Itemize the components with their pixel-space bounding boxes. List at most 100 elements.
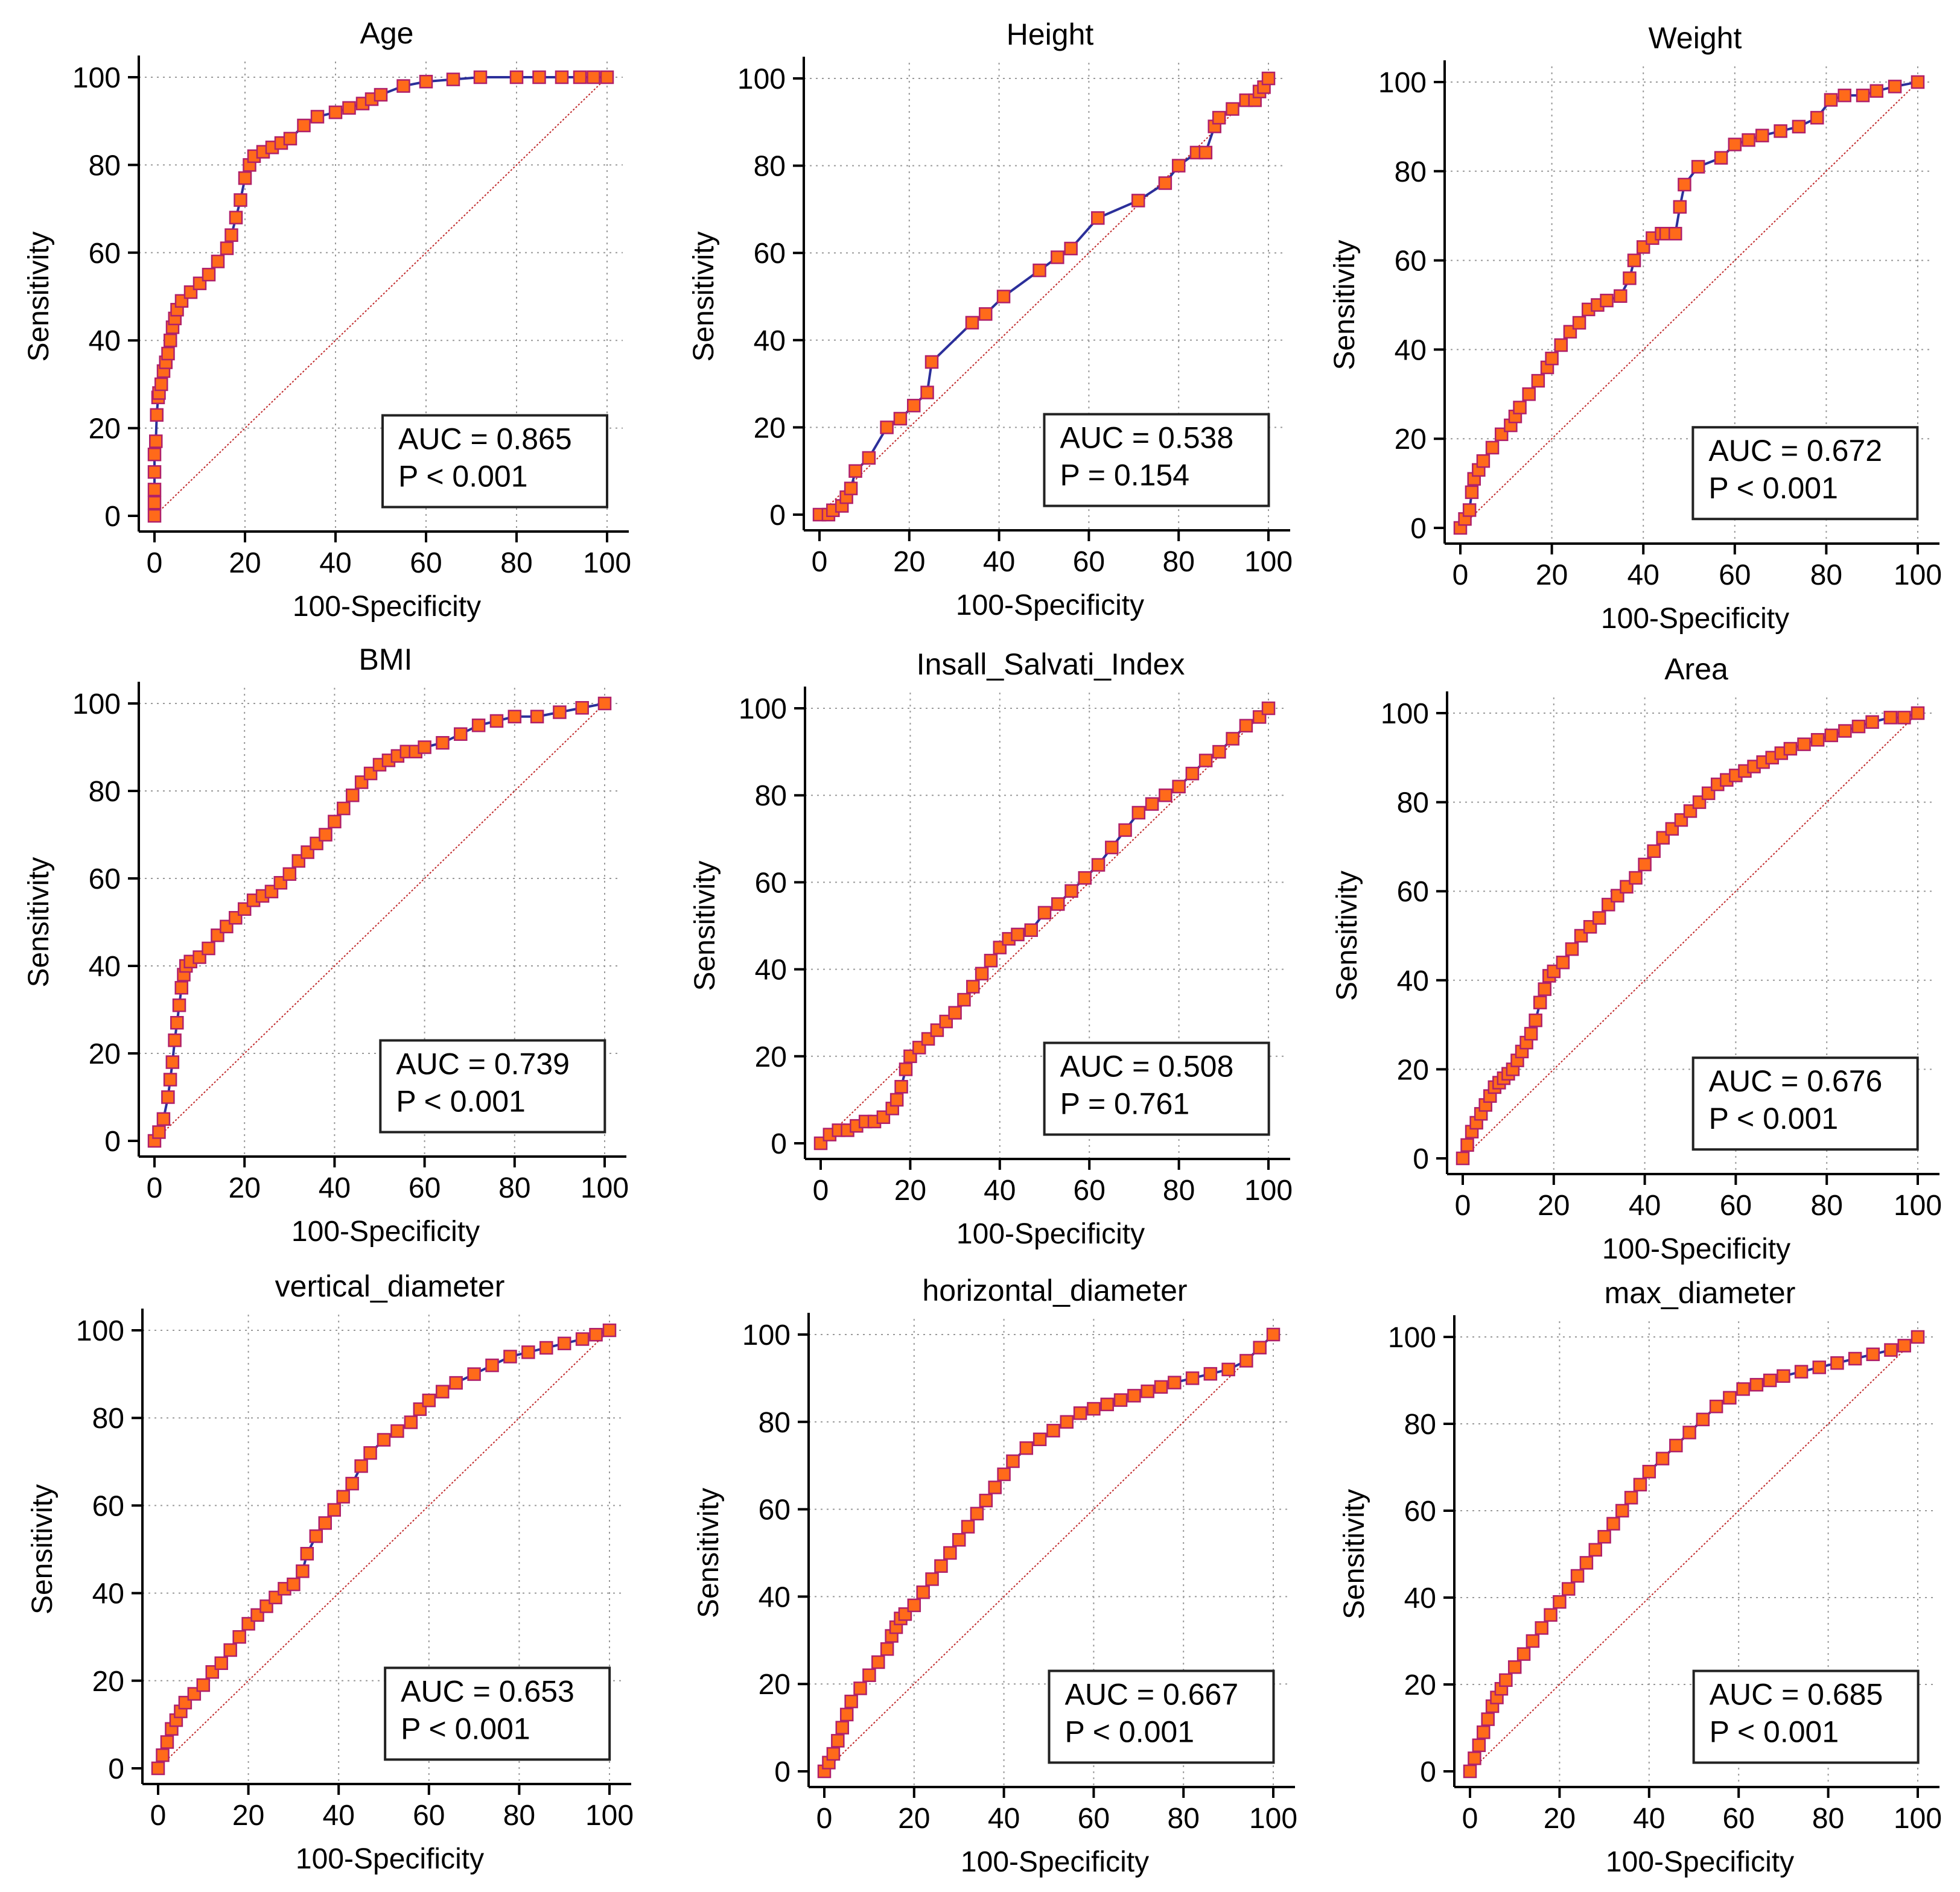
x-tick-label: 20 (229, 1172, 261, 1204)
roc-point (575, 1332, 590, 1346)
y-tick-label: 0 (1420, 1756, 1436, 1788)
roc-point (436, 736, 450, 750)
x-tick-label: 0 (150, 1800, 167, 1832)
auc-value: AUC = 0.865 (398, 422, 572, 456)
roc-point (589, 1328, 603, 1342)
y-tick-label: 0 (108, 1753, 124, 1785)
roc-point (1185, 1371, 1200, 1385)
roc-point (1145, 797, 1159, 811)
y-tick-label: 40 (759, 1581, 791, 1613)
roc-point (1848, 1351, 1862, 1366)
x-axis-label: 100-Specificity (956, 589, 1144, 621)
x-tick-label: 40 (319, 1172, 351, 1204)
y-tick-label: 20 (89, 413, 121, 445)
roc-point (1615, 1503, 1629, 1518)
x-tick-label: 100 (1894, 559, 1942, 591)
roc-point (839, 1707, 854, 1722)
y-tick-label: 60 (1404, 1496, 1436, 1528)
roc-point (147, 465, 162, 479)
roc-point (1226, 732, 1239, 746)
roc-point (1064, 884, 1078, 898)
x-tick-label: 20 (898, 1803, 930, 1835)
y-tick-label: 60 (759, 1494, 791, 1526)
chart-title: BMI (359, 643, 413, 676)
roc-point (1524, 1027, 1538, 1041)
y-tick-label: 100 (742, 1319, 791, 1351)
x-axis-label: 100-Specificity (296, 1843, 484, 1875)
roc-point (1538, 982, 1551, 996)
x-tick-label: 100 (583, 547, 631, 579)
roc-point (336, 1490, 350, 1504)
roc-point (924, 355, 939, 369)
y-tick-label: 100 (1381, 698, 1429, 730)
roc-point (1669, 1438, 1683, 1453)
roc-point (1253, 1341, 1267, 1354)
roc-point (1888, 80, 1902, 94)
roc-point (1792, 119, 1806, 134)
roc-point (354, 1459, 368, 1473)
roc-point (979, 1493, 993, 1508)
y-tick-label: 0 (771, 1128, 787, 1160)
roc-point (1185, 766, 1200, 781)
roc-point (150, 408, 164, 422)
x-tick-label: 100 (585, 1800, 634, 1832)
roc-point (1468, 1751, 1481, 1765)
roc-point (503, 1350, 517, 1363)
roc-point (147, 447, 162, 462)
roc-point (916, 1585, 930, 1599)
roc-point (1749, 1377, 1764, 1392)
roc-point (925, 1572, 939, 1586)
roc-point (1597, 1529, 1611, 1544)
x-axis-label: 100-Specificity (961, 1846, 1149, 1878)
roc-point (1113, 1393, 1128, 1407)
x-tick-label: 40 (983, 546, 1015, 578)
roc-point (238, 171, 252, 185)
roc-point (1462, 503, 1477, 517)
roc-point (1212, 110, 1226, 125)
roc-point (1032, 263, 1046, 278)
x-tick-label: 20 (1536, 559, 1568, 591)
y-tick-label: 40 (754, 325, 786, 357)
roc-point (1883, 711, 1898, 725)
y-tick-label: 20 (1404, 1669, 1436, 1701)
y-tick-label: 40 (89, 325, 121, 357)
auc-box (384, 1666, 611, 1761)
roc-point (848, 464, 862, 478)
roc-point (489, 714, 504, 728)
x-tick-label: 40 (1633, 1803, 1665, 1835)
roc-point (1911, 1330, 1925, 1344)
roc-point (1261, 71, 1276, 86)
x-tick-label: 100 (1894, 1803, 1942, 1835)
roc-point (147, 509, 162, 523)
p-value: P = 0.154 (1060, 459, 1189, 492)
roc-point (1911, 706, 1925, 720)
roc-point (1709, 1399, 1723, 1414)
x-tick-label: 80 (1163, 1175, 1195, 1207)
roc-point (907, 1598, 921, 1613)
roc-point (1168, 1376, 1182, 1389)
roc-point (1556, 956, 1570, 970)
roc-point (435, 1385, 450, 1398)
auc-box (1043, 1041, 1270, 1136)
reference-diagonal (820, 708, 1269, 1144)
auc-annotation: AUC = 0.653 P < 0.001 (384, 1666, 611, 1761)
roc-point (1865, 715, 1879, 729)
roc-markers (817, 1327, 1281, 1779)
roc-markers (1456, 706, 1925, 1166)
roc-point (1824, 728, 1838, 743)
roc-point (202, 941, 215, 956)
roc-point (966, 980, 980, 994)
roc-point (1682, 1426, 1696, 1440)
x-tick-label: 60 (1078, 1803, 1110, 1835)
roc-point (1728, 138, 1742, 151)
roc-point (997, 1467, 1011, 1481)
roc-point (202, 267, 216, 282)
roc-point (152, 1125, 166, 1139)
roc-point (1131, 805, 1146, 820)
x-axis-label: 100-Specificity (1602, 1233, 1790, 1265)
roc-point (419, 75, 433, 89)
x-tick-label: 0 (147, 1172, 163, 1204)
